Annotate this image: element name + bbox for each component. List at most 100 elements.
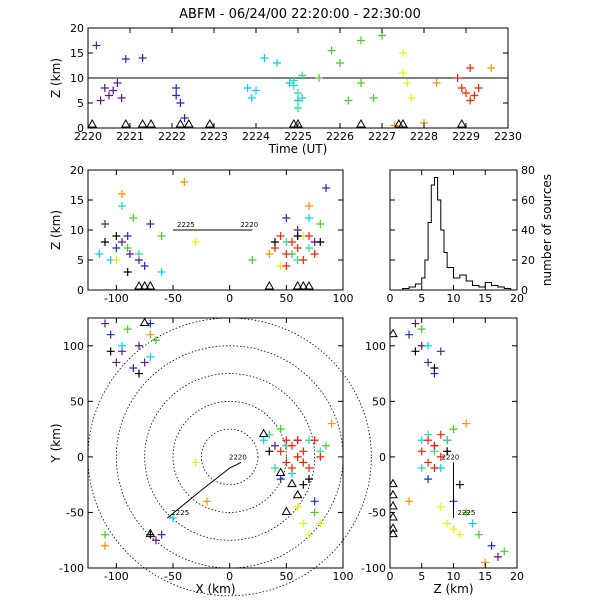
x-tick-label: 15 (478, 292, 492, 305)
source-marker (403, 79, 412, 87)
x-tick-label: 10 (447, 570, 461, 583)
source-marker (310, 436, 319, 445)
y-tick-label: -50 (66, 506, 84, 519)
source-marker (96, 96, 105, 105)
source-marker (299, 519, 308, 528)
source-marker (101, 319, 109, 328)
station-triangle (292, 280, 303, 290)
source-marker (316, 220, 325, 228)
source-marker (449, 525, 458, 534)
source-marker (123, 325, 132, 334)
source-marker (169, 514, 177, 522)
source-marker (180, 114, 189, 122)
source-marker (129, 214, 138, 222)
source-marker (399, 49, 407, 57)
station-triangle (287, 478, 297, 488)
source-marker (432, 79, 441, 87)
source-marker (424, 458, 433, 467)
y-tick-label: 0 (77, 284, 84, 297)
x-tick-label: 0 (387, 570, 394, 583)
y-tick-label: 5 (77, 254, 84, 267)
source-marker (424, 358, 433, 367)
source-marker (243, 84, 252, 92)
station-triangle (145, 280, 156, 290)
station-triangle (298, 280, 309, 290)
station-triangle (120, 118, 131, 128)
source-marker (121, 55, 130, 63)
source-marker (443, 436, 452, 445)
source-marker (271, 441, 279, 450)
source-marker (271, 464, 279, 472)
source-marker (294, 96, 302, 105)
source-marker (443, 519, 452, 528)
source-marker (140, 262, 149, 270)
station-triangle (275, 467, 286, 477)
source-marker (118, 341, 126, 350)
source-marker (273, 59, 281, 67)
source-marker (299, 256, 308, 264)
source-marker (474, 530, 483, 539)
source-marker (138, 54, 147, 62)
chart-time-height: 2220 2221 2222 2223 2224 2225 2226 2227 2228 2229… (49, 22, 522, 156)
source-marker (310, 250, 319, 258)
source-marker (191, 458, 200, 467)
source-marker (305, 244, 313, 252)
source-marker (252, 86, 260, 95)
source-marker (118, 190, 126, 198)
source-marker (157, 530, 166, 539)
station-triangle (456, 118, 467, 128)
source-marker (282, 436, 291, 445)
source-marker (336, 59, 344, 67)
source-marker (191, 238, 200, 246)
y-tick-label: 50 (372, 395, 386, 408)
plot-area (390, 177, 517, 290)
source-marker (305, 530, 313, 539)
y-tick-label: 100 (365, 340, 386, 353)
station-triangle (304, 280, 314, 290)
figure-title: ABFM - 06/24/00 22:20:00 - 22:30:00 (179, 7, 421, 22)
station-triangle (390, 511, 398, 521)
chart-height-y: 2225 2220 0 5 10 15 20 -100 -50 0 50 100 Z (km) (361, 317, 524, 596)
y-tick-label: 10 (70, 72, 84, 85)
station-triangle (398, 118, 408, 128)
y-tick-label: 15 (70, 194, 84, 207)
station-triangle (175, 118, 186, 128)
source-marker (247, 94, 256, 102)
source-marker (123, 232, 132, 240)
source-marker (411, 347, 420, 356)
station-triangle (292, 489, 303, 499)
source-marker (157, 268, 166, 276)
x-tick-label: 50 (279, 292, 293, 305)
source-marker (135, 341, 143, 350)
station-triangle (88, 118, 98, 128)
source-marker (322, 441, 330, 450)
source-marker (474, 84, 483, 92)
station-triangle (146, 118, 156, 128)
source-marker (157, 232, 166, 240)
source-marker (282, 250, 291, 258)
source-marker (430, 464, 439, 472)
source-marker (305, 464, 313, 472)
source-marker (100, 84, 109, 92)
source-marker (101, 541, 109, 550)
plot-area (88, 31, 508, 128)
x-tick-label: 2230 (494, 130, 522, 143)
station-triangle (204, 118, 215, 128)
y-tick-label: -100 (361, 562, 386, 575)
plot-area: 2225 2220 (390, 319, 509, 567)
x-tick-label: 100 (333, 570, 354, 583)
source-marker (288, 441, 296, 450)
source-marker (424, 341, 433, 350)
station-triangle (264, 280, 275, 290)
station-triangle (390, 523, 398, 532)
source-marker (417, 464, 426, 472)
source-marker (282, 262, 291, 270)
source-marker (112, 256, 121, 264)
y-tick-label: 0 (379, 451, 386, 464)
x-tick-label: -100 (104, 570, 129, 583)
source-marker (265, 447, 274, 456)
source-marker (305, 232, 313, 240)
source-marker (112, 232, 121, 240)
station-triangle (390, 528, 398, 538)
source-marker (316, 519, 325, 528)
